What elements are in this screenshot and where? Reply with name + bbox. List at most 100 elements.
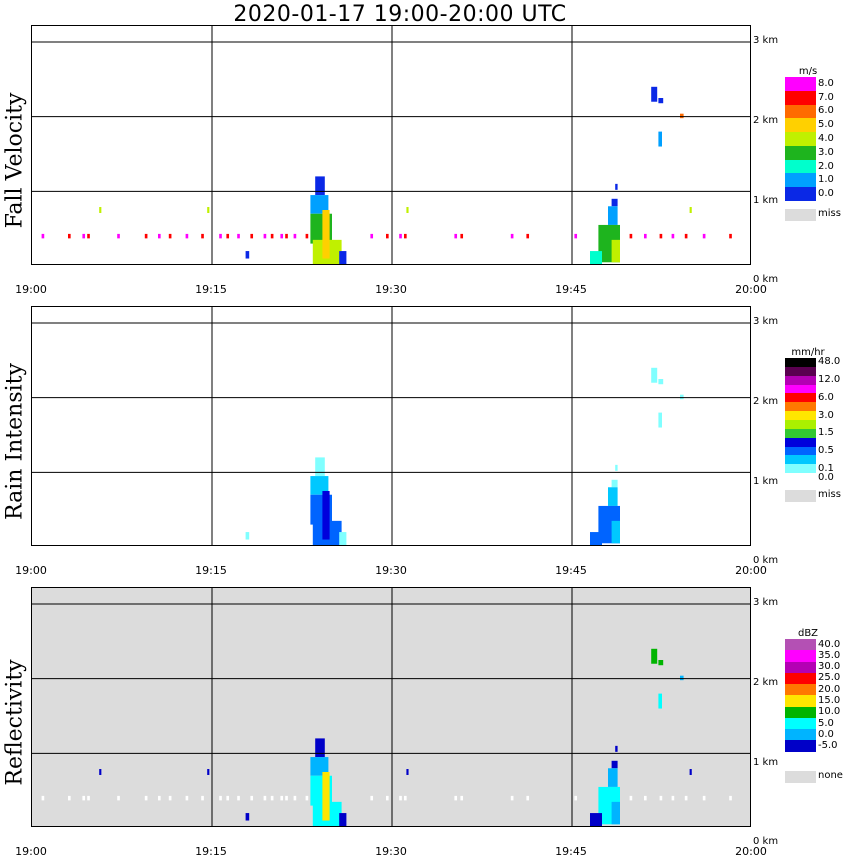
x-tick-19-15: 19:15 [195,564,227,577]
clutter-point [460,233,464,239]
echo1-top [315,176,325,196]
colorbar-label: 3.0 [818,146,834,158]
colorbar-label: 8.0 [818,77,834,89]
height-label-1km: 1 km [753,476,779,487]
colorbar-swatch [785,717,816,730]
colorbar-swatch [785,393,816,403]
height-label-3km: 3 km [753,35,779,46]
clutter-point [41,795,45,801]
echo2-upper [608,206,618,225]
colorbar-swatch [785,118,816,133]
clutter-point [659,233,663,239]
echo2-base [590,532,602,545]
elevated-echo-top [651,648,658,664]
clutter-point [510,233,514,239]
clutter-point [671,795,675,801]
plot-background [32,588,750,826]
colorbar-swatch [785,428,816,438]
colorbar-label: 5.0 [818,717,834,729]
clutter-point [526,795,530,801]
colorbar-swatch [785,672,816,685]
clutter-point [250,233,254,239]
clutter-point [454,795,458,801]
x-tick-19-00: 19:00 [15,283,47,296]
clutter-point [87,233,90,239]
clutter-point [659,795,663,801]
clutter-point [629,795,633,801]
colorbar-label: 4.0 [818,133,834,144]
colorbar-label: 7.0 [818,91,834,103]
heatmap-svg-rain-intensity [32,307,750,545]
colorbar-label: 12.0 [818,374,841,386]
colorbar-label: 10.0 [818,706,841,718]
x-tick-19-45: 19:45 [555,845,587,858]
x-tick-19-45: 19:45 [555,564,587,577]
clutter-point [684,795,688,801]
echo1-top [315,738,325,758]
colorbar-label: 20.0 [818,683,841,695]
clutter-point [201,795,204,801]
clutter-point [285,233,288,239]
colorbar-missing-label: miss [818,489,841,500]
clutter-point [237,795,240,801]
height-label-0km: 0 km [753,274,779,285]
echo1-edge [339,251,347,264]
colorbar-label: 35.0 [818,649,841,661]
clutter-point [168,233,172,239]
echo1-edge [339,813,347,826]
isolated-pixel [245,532,250,540]
unit-label-fall-velocity: m/s [798,66,818,77]
colorbar-label: 1.0 [818,174,834,186]
colorbar-label: 6.0 [818,105,834,117]
colorbar-label: 30.0 [818,661,841,673]
echo1-core [322,491,330,540]
colorbar-missing-label: miss [818,208,841,219]
clutter-point [168,795,172,801]
colorbar-swatch [785,464,816,474]
clutter-point [250,795,254,801]
elevated-echo-mid [658,412,662,428]
clutter-point [644,233,647,239]
height-label-1km: 1 km [753,757,779,768]
colorbar-swatch [785,455,816,465]
colorbar-swatch [785,90,816,105]
clutter-point [270,233,274,239]
colorbar-swatch [785,684,816,696]
clutter-point [404,795,407,801]
clutter-point [684,233,688,239]
echo2-core [611,239,620,263]
elevated-echo-tail [658,660,664,666]
panel-label-reflectivity: Reflectivity [2,659,28,786]
echo2-core [611,520,620,544]
clutter-point [526,233,530,239]
clutter-point [454,233,458,239]
height-label-0km: 0 km [753,555,779,566]
unit-label-reflectivity: dBZ [797,628,819,639]
colorbar-label: 0.5 [818,445,834,456]
isolated-pixel [615,745,618,752]
colorbar-swatch [785,661,816,673]
panel-rain-intensity: Rain Intensity mm/hr 48.0 12.0 6.0 3.0 1.5 0.… [0,306,850,586]
echo1-edge [339,532,347,545]
clutter-point [82,795,86,801]
x-tick-19-30: 19:30 [375,564,407,577]
unit-label-rain-intensity: mm/hr [791,347,825,358]
chart-title: 2020-01-17 19:00-20:00 UTC [233,2,567,27]
clutter-point [399,795,402,801]
colorbar-swatch [785,173,816,188]
colorbar-swatch [785,358,816,367]
clutter-point [117,233,120,239]
plot-background [32,307,750,545]
clutter-point [293,795,297,801]
clutter-point [201,233,204,239]
panel-label-fall-velocity: Fall Velocity [2,92,28,229]
height-label-0km: 0 km [753,836,779,847]
clutter-point [404,233,407,239]
height-label-1km: 1 km [753,195,779,206]
echo2-top [611,198,618,207]
colorbar-label: 0.0 [818,471,834,483]
colorbar-swatch [785,473,816,482]
colorbar-swatch [785,159,816,174]
elevated-echo-tail [658,379,664,385]
colorbar-swatch [785,706,816,718]
